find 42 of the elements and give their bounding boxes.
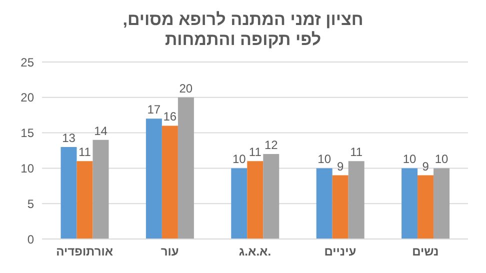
data-label: 11 (248, 145, 262, 160)
data-label: 10 (318, 152, 332, 166)
bar (402, 168, 418, 239)
data-label: 11 (350, 145, 363, 160)
data-label: 10 (434, 152, 449, 166)
data-label: 17 (147, 102, 161, 117)
y-tick-label: 15 (20, 126, 34, 140)
x-tick-label: נשים (412, 244, 439, 259)
data-label: 16 (163, 110, 177, 124)
y-tick-label: 20 (20, 90, 34, 105)
bar (146, 118, 162, 239)
bar (60, 146, 77, 239)
bar (247, 161, 264, 239)
bar (348, 161, 364, 239)
data-label: 11 (78, 145, 92, 160)
bar (316, 168, 332, 239)
data-label: 20 (179, 81, 193, 96)
x-tick-label: עיניים (324, 244, 356, 259)
bar (263, 154, 280, 239)
bar (178, 97, 194, 239)
y-tick-label: 0 (27, 232, 34, 246)
y-tick-label: 5 (27, 196, 34, 211)
data-label: 9 (337, 159, 344, 174)
bar (434, 168, 450, 239)
data-label: 12 (264, 138, 278, 152)
data-label: 9 (422, 159, 430, 174)
data-label: 10 (402, 152, 417, 166)
x-tick-label: עור (160, 244, 179, 259)
y-tick-label: 10 (20, 161, 34, 176)
bar (418, 175, 434, 239)
x-tick-label: א.א.ג. (238, 244, 272, 259)
chart-title: חציון זמני המתנה לרופא מסוים, לפי תקופה והתמחות (122, 10, 364, 50)
y-tick-label: 25 (20, 55, 34, 70)
bar (332, 175, 348, 239)
bar (92, 140, 109, 239)
data-label: 10 (232, 152, 246, 166)
data-label: 13 (62, 130, 76, 145)
data-label: 14 (94, 124, 108, 138)
bar (162, 126, 178, 239)
bar (231, 168, 248, 239)
x-tick-label: אורתופדיה (56, 244, 114, 259)
bar (76, 161, 93, 239)
